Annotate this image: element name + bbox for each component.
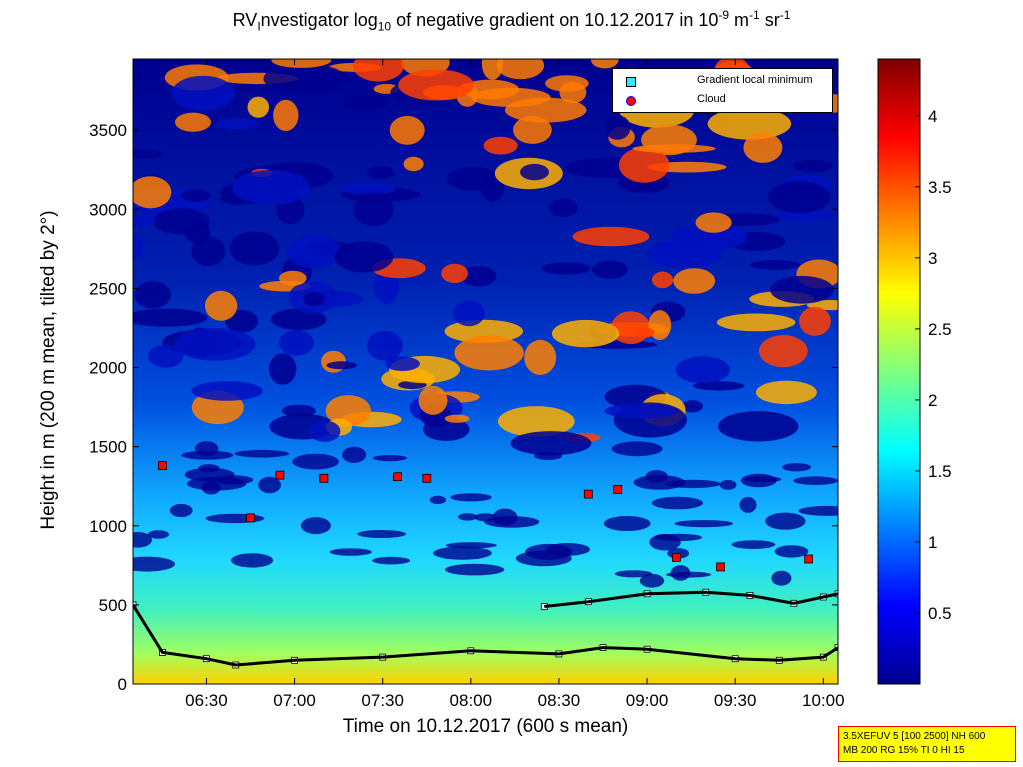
legend-item-cloud: Cloud: [613, 93, 832, 109]
square-marker-icon: [626, 77, 636, 87]
y-tick-label: 1000: [89, 517, 127, 536]
circle-marker-icon: [626, 96, 636, 106]
cloud-point: [716, 562, 725, 572]
colorbar: [877, 58, 921, 685]
colorbar-tick-label: 1: [928, 533, 937, 552]
x-tick-label: 09:00: [626, 691, 669, 710]
x-tick-label: 08:30: [538, 691, 581, 710]
chart-title: RVInvestigator log10 of negative gradien…: [232, 8, 791, 34]
legend-item-minimum: Gradient local minimum: [613, 74, 832, 90]
colorbar-tick-label: 2: [928, 391, 937, 410]
colorbar-tick-label: 3: [928, 249, 937, 268]
cloud-point: [275, 470, 285, 480]
cloud-point: [157, 461, 167, 471]
y-tick-label: 1500: [89, 438, 127, 457]
colorbar-tick-label: 2.5: [928, 320, 952, 339]
cloud-point: [392, 472, 402, 482]
x-tick-label: 09:30: [714, 691, 757, 710]
y-tick-label: 500: [99, 596, 127, 615]
x-axis-label: Time on 10.12.2017 (600 s mean): [342, 716, 629, 737]
cloud-point: [319, 473, 329, 483]
minimum-track: [133, 604, 838, 667]
x-tick-label: 06:30: [185, 691, 228, 710]
x-tick-label: 07:00: [273, 691, 316, 710]
legend: Gradient local minimum Cloud: [612, 68, 833, 113]
colorbar-tick-label: 3.5: [928, 178, 952, 197]
minimum-track: [544, 590, 838, 608]
y-tick-label: 0: [118, 675, 127, 694]
y-tick-label: 3500: [89, 121, 127, 140]
settings-info-box: 3.5XEFUV 5 [100 2500] NH 600 MB 200 RG 1…: [838, 726, 1016, 762]
heatmap-field: [133, 59, 838, 684]
y-tick-label: 3000: [89, 200, 127, 219]
colorbar-tick-label: 1.5: [928, 462, 952, 481]
colorbar-tick-label: 4: [928, 107, 937, 126]
x-tick-label: 08:00: [450, 691, 493, 710]
y-tick-label: 2500: [89, 279, 127, 298]
colorbar-tick-label: 0.5: [928, 604, 952, 623]
cloud-point: [804, 554, 813, 564]
cloud-point: [672, 553, 681, 562]
y-tick-label: 2000: [89, 359, 127, 378]
x-tick-label: 10:00: [802, 691, 845, 710]
plot-frame: [132, 58, 839, 685]
x-tick-label: 07:30: [361, 691, 404, 710]
y-axis-label: Height in m (200 m mean, tilted by 2°): [38, 210, 59, 530]
cloud-point: [583, 489, 593, 499]
cloud-point: [246, 513, 255, 523]
cloud-point: [422, 473, 432, 483]
cloud-point: [613, 484, 623, 494]
